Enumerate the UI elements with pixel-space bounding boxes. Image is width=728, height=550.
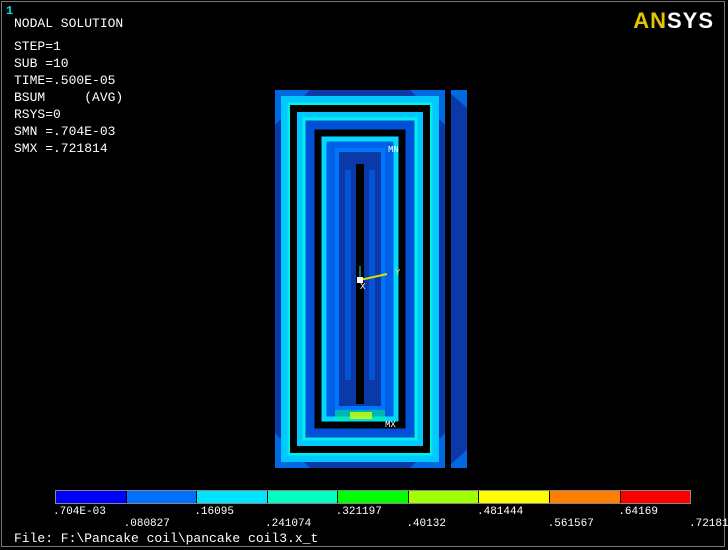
legend-segment bbox=[56, 491, 126, 503]
legend-segment bbox=[549, 491, 620, 503]
x-axis-label: X bbox=[360, 282, 365, 292]
solution-info: STEP=1 SUB =10 TIME=.500E-05 BSUM (AVG) … bbox=[14, 38, 123, 157]
contour-svg bbox=[275, 90, 467, 468]
legend-segment bbox=[196, 491, 267, 503]
legend-tick: .321197 bbox=[336, 506, 382, 518]
legend-tick: .481444 bbox=[477, 506, 523, 518]
legend-tick: .721814 bbox=[689, 518, 728, 530]
legend-tick: .64169 bbox=[618, 506, 658, 518]
legend-bar bbox=[55, 490, 691, 504]
color-legend: .704E-03 .16095 .321197 .481444 .64169 .08082… bbox=[55, 490, 691, 532]
legend-tick: .40132 bbox=[406, 518, 446, 530]
legend-segment bbox=[337, 491, 408, 503]
legend-segment bbox=[267, 491, 338, 503]
logo-sys: SYS bbox=[667, 8, 714, 33]
solution-title: NODAL SOLUTION bbox=[14, 16, 123, 31]
contour-plot[interactable] bbox=[275, 90, 467, 468]
legend-tick: .241074 bbox=[265, 518, 311, 530]
legend-tick: .561567 bbox=[548, 518, 594, 530]
legend-tick: .704E-03 bbox=[53, 506, 106, 518]
legend-tick: .16095 bbox=[194, 506, 234, 518]
legend-segment bbox=[126, 491, 197, 503]
mn-marker: MN bbox=[388, 145, 399, 155]
ansys-logo: ANSYS bbox=[633, 8, 714, 34]
legend-ticks: .704E-03 .16095 .321197 .481444 .64169 .08082… bbox=[55, 504, 691, 532]
legend-segment bbox=[408, 491, 479, 503]
logo-an: AN bbox=[633, 8, 667, 33]
legend-tick: .080827 bbox=[124, 518, 170, 530]
mx-marker: MX bbox=[385, 420, 396, 430]
legend-segment bbox=[620, 491, 691, 503]
file-path: File: F:\Pancake coil\pancake coil3.x_t bbox=[14, 531, 318, 546]
y-axis-label: Y bbox=[395, 268, 400, 278]
window-number: 1 bbox=[6, 4, 13, 18]
legend-segment bbox=[478, 491, 549, 503]
